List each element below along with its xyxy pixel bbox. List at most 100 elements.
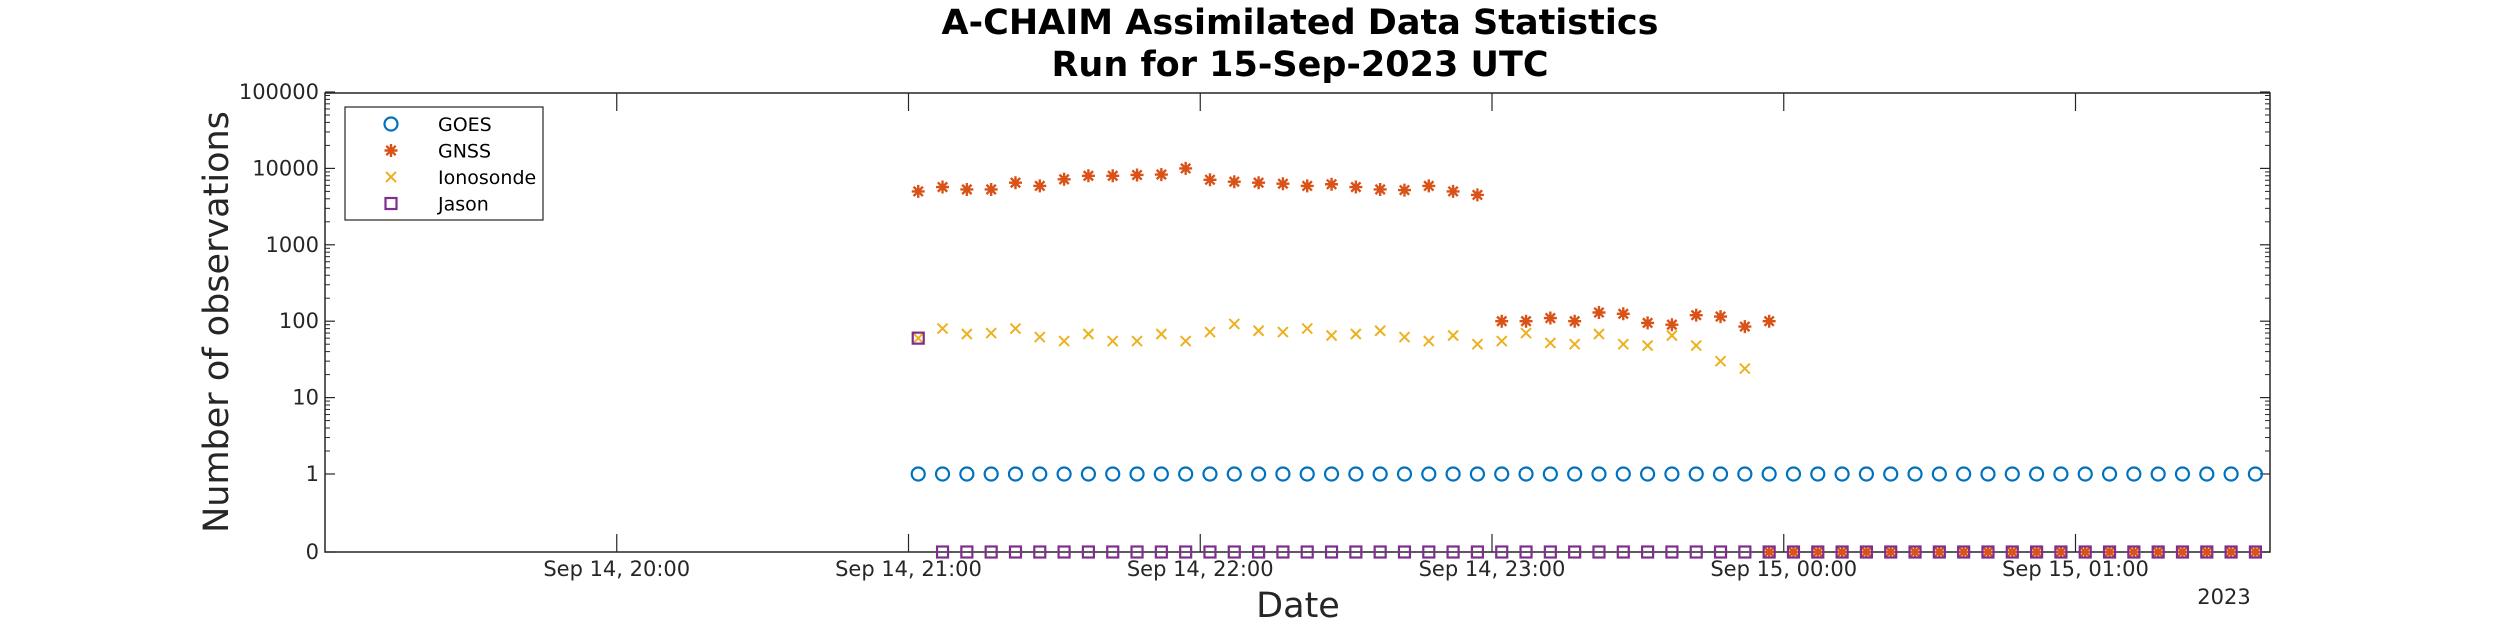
point-jason-zero [984,545,998,559]
point-jason-zero [1373,545,1387,559]
point-ionosonde [1568,338,1581,350]
point-gnss-zero [2175,545,2189,559]
point-gnss-zero [2005,545,2019,559]
point-goes [1056,466,1072,482]
point-jason-zero [1762,545,1776,559]
series-goes [910,466,2264,482]
point-ionosonde [1252,325,1265,337]
point-goes [983,466,999,482]
point-ionosonde [1739,362,1751,375]
point-ionosonde [912,332,924,344]
point-goes [1348,466,1364,482]
x-tick-label: Sep 14, 21:00 [835,557,982,581]
point-gnss [1738,320,1752,334]
point-jason-zero [2175,545,2190,559]
point-jason-zero [2102,545,2117,559]
point-goes [1980,466,1996,482]
point-ionosonde [1690,339,1702,352]
point-goes [2199,466,2215,482]
point-jason-zero [2127,545,2141,559]
x-tick-label: Sep 14, 23:00 [1419,557,1566,581]
point-goes [2247,466,2264,482]
x-tick-label: Sep 15, 00:00 [1710,557,1857,581]
point-goes [1105,466,1121,482]
point-gnss-zero [1811,545,1825,559]
point-goes [1202,466,1218,482]
point-gnss [984,182,998,196]
y-axis-ticks: 0 1 10 100 1000 10000 100000 [239,80,2270,564]
point-jason-zero [2054,545,2068,559]
series-ionosonde [912,318,1751,375]
point-goes [1834,466,1850,482]
point-goes [1931,466,1947,482]
x-tick-label: Sep 15, 01:00 [2002,557,2149,581]
point-jason-zero [1495,545,1509,559]
point-ionosonde [961,328,973,340]
point-goes [1688,466,1704,482]
point-goes [1785,466,1802,482]
y-tick-label: 10000 [252,156,319,180]
point-gnss [936,180,950,194]
point-ionosonde [1496,335,1508,347]
chart-title-line-1: A-CHAIM Assimilated Data Statistics [942,3,1659,43]
legend-label: GOES [438,114,492,136]
point-ionosonde [1325,329,1338,342]
point-goes [1129,466,1145,482]
point-goes [1542,466,1558,482]
point-goes [1737,466,1753,482]
point-goes [1007,466,1024,482]
point-jason-zero [1300,545,1314,559]
point-jason-zero [1786,545,1801,559]
point-ionosonde [1617,338,1629,350]
point-gnss [1325,177,1339,191]
point-jason-zero [1470,545,1485,559]
point-goes [1299,466,1315,482]
point-ionosonde [936,322,949,335]
point-gnss [1057,172,1071,186]
point-goes [1032,466,1048,482]
point-goes [1226,466,1242,482]
point-goes [1858,466,1875,482]
point-gnss-zero [1981,545,1995,559]
series-jason [911,331,2263,559]
point-jason-zero [935,545,950,559]
point-goes [1323,466,1340,482]
point-ionosonde [1301,322,1313,335]
point-gnss [1203,173,1217,187]
point-gnss-zero [1908,545,1922,559]
point-goes [2077,466,2093,482]
point-goes [1591,466,1607,482]
point-jason-zero [1738,545,1752,559]
point-jason-zero [1689,545,1703,559]
point-gnss-zero [2030,545,2044,559]
legend-item-jason: Jason [384,194,489,216]
point-gnss-zero [2248,545,2262,559]
point-gnss [960,182,974,196]
point-goes [959,466,975,482]
series-gnss [911,161,1776,334]
point-jason-zero [1130,545,1144,559]
point-gnss [1154,168,1168,182]
point-goes [1396,466,1413,482]
point-gnss [1276,177,1290,191]
point-gnss-zero [2103,545,2117,559]
point-jason-zero [1884,545,1898,559]
point-goes [2101,466,2118,482]
legend-marker-jason [384,196,398,211]
point-ionosonde [1666,329,1678,342]
point-goes [1761,466,1777,482]
point-goes [1907,466,1923,482]
point-jason-zero [1835,545,1849,559]
y-tick-label: 1 [306,462,319,486]
x-tick-label: Sep 14, 20:00 [543,557,690,581]
point-ionosonde [1082,328,1095,340]
point-jason-zero [2224,545,2238,559]
point-gnss [1689,308,1703,322]
point-gnss-zero [1786,545,1800,559]
point-ionosonde [1447,329,1459,342]
y-tick-label: 1000 [266,233,319,257]
point-jason-zero [1713,545,1728,559]
point-jason-zero [960,545,974,559]
legend-marker-ionosonde [385,171,397,183]
point-jason-zero [1422,545,1436,559]
